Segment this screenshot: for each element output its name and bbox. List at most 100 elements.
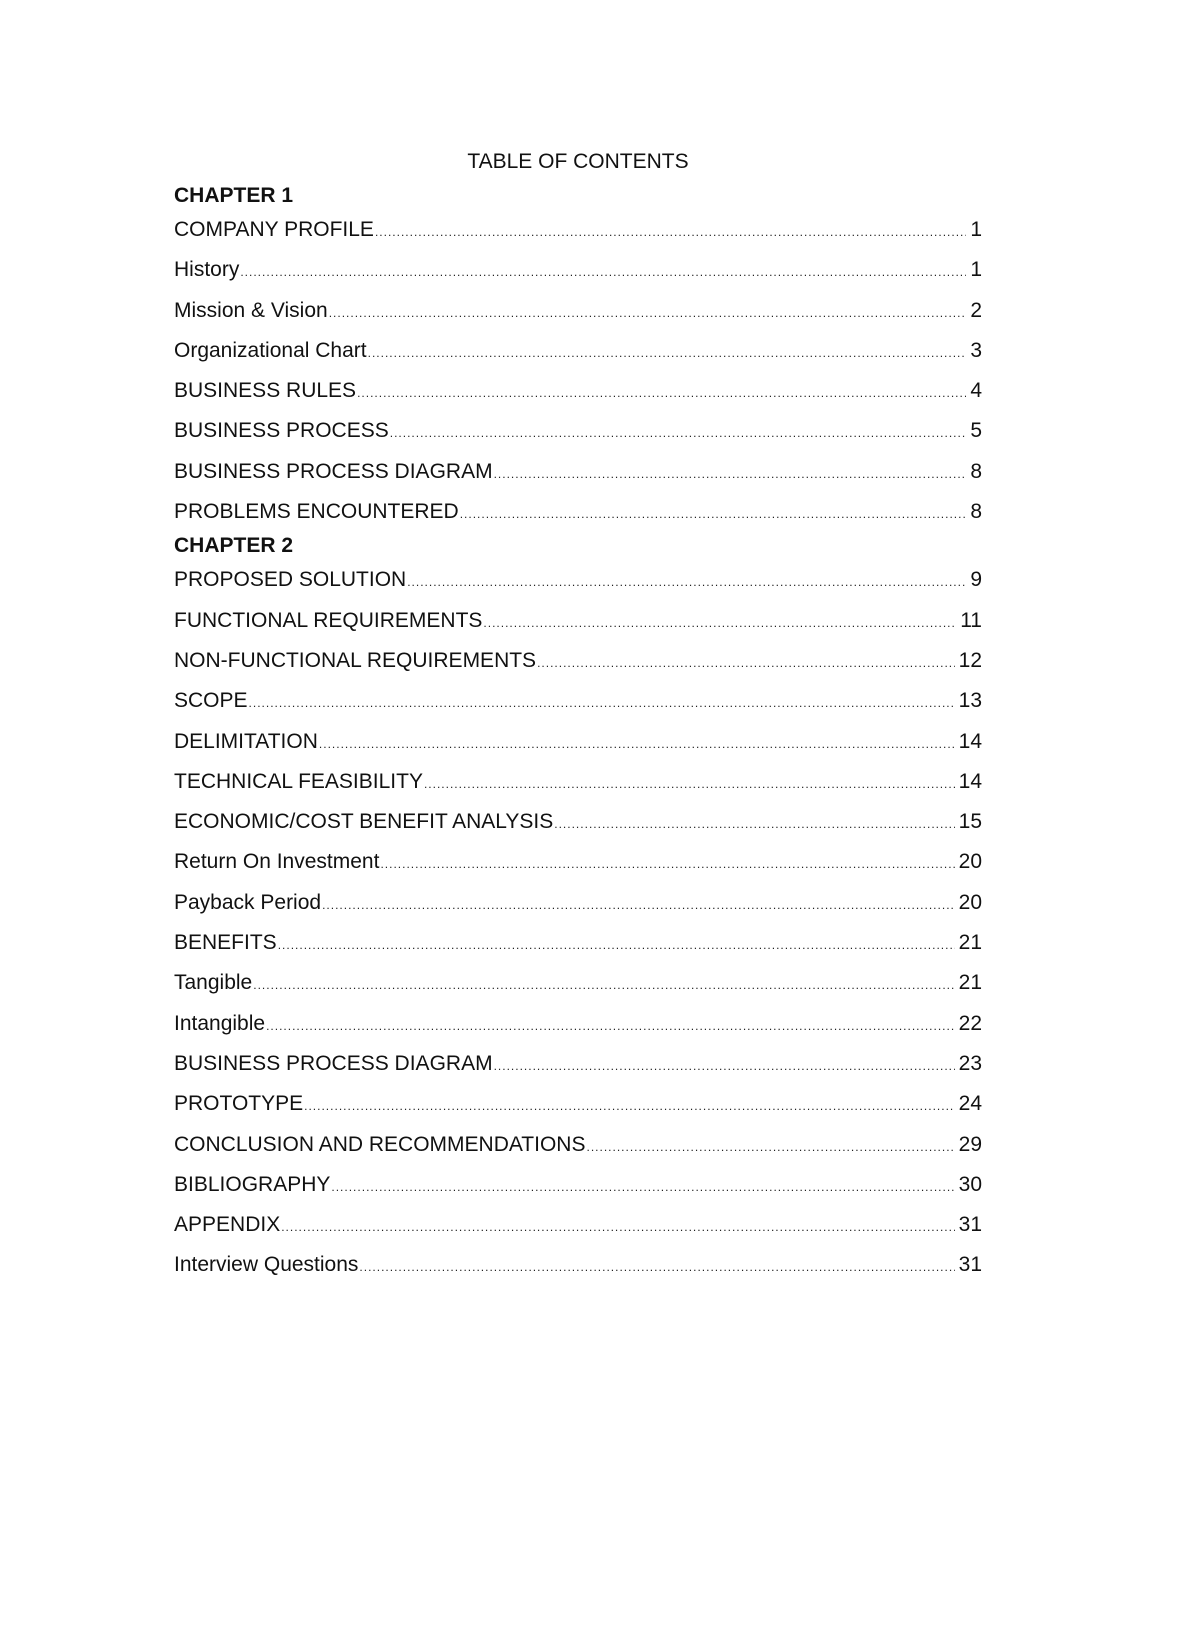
chapter-heading: CHAPTER 1 bbox=[174, 184, 294, 207]
toc-entry-label: BENEFITS bbox=[174, 931, 277, 955]
dot-leader bbox=[319, 724, 955, 764]
toc-entry[interactable]: Return On Investment 20 bbox=[174, 842, 982, 882]
toc-entry[interactable]: BUSINESS PROCESS DIAGRAM 8 bbox=[174, 452, 982, 492]
dot-leader bbox=[407, 562, 966, 602]
dot-leader bbox=[278, 925, 955, 965]
page-title: TABLE OF CONTENTS bbox=[467, 150, 689, 173]
toc-entry-page: 14 bbox=[958, 729, 982, 753]
dot-leader bbox=[304, 1086, 955, 1126]
toc-entry-page: 22 bbox=[958, 1011, 982, 1035]
toc-entry-page: 12 bbox=[958, 648, 982, 672]
toc-entry-label: ECONOMIC/COST BENEFIT ANALYSIS bbox=[174, 810, 554, 834]
toc-list: CHAPTER 1 COMPANY PROFILE 1 History 1 Mission… bbox=[174, 182, 982, 1286]
toc-entry[interactable]: BUSINESS PROCESS DIAGRAM 23 bbox=[174, 1044, 982, 1084]
toc-entry-page: 20 bbox=[958, 890, 982, 914]
dot-leader bbox=[359, 1247, 954, 1287]
toc-entry-page: 4 bbox=[970, 379, 982, 403]
dot-leader bbox=[483, 603, 956, 643]
toc-entry[interactable]: COMPANY PROFILE 1 bbox=[174, 210, 982, 250]
toc-entry-page: 5 bbox=[970, 419, 982, 443]
toc-entry-page: 21 bbox=[958, 971, 982, 995]
toc-entry[interactable]: NON-FUNCTIONAL REQUIREMENTS 12 bbox=[174, 641, 982, 681]
toc-entry-page: 24 bbox=[958, 1092, 982, 1116]
dot-leader bbox=[240, 252, 966, 292]
chapter-heading: CHAPTER 2 bbox=[174, 534, 294, 558]
toc-entry-label: PROBLEMS ENCOUNTERED bbox=[174, 500, 459, 524]
toc-entry[interactable]: PROBLEMS ENCOUNTERED 8 bbox=[174, 492, 982, 532]
toc-entry-label: NON-FUNCTIONAL REQUIREMENTS bbox=[174, 648, 537, 672]
dot-leader bbox=[331, 1167, 954, 1207]
dot-leader bbox=[357, 373, 966, 413]
toc-entry-label: Return On Investment bbox=[174, 850, 380, 874]
toc-entry-page: 15 bbox=[958, 810, 982, 834]
toc-entry-label: Mission & Vision bbox=[174, 298, 328, 322]
toc-entry-label: DELIMITATION bbox=[174, 729, 318, 753]
dot-leader bbox=[494, 1046, 955, 1086]
toc-entry-page: 9 bbox=[970, 568, 982, 592]
dot-leader bbox=[375, 212, 966, 252]
toc-entry[interactable]: PROPOSED SOLUTION 9 bbox=[174, 560, 982, 600]
dot-leader bbox=[368, 333, 967, 373]
toc-entry-label: Interview Questions bbox=[174, 1253, 359, 1277]
dot-leader bbox=[266, 1006, 955, 1046]
toc-entry-label: Tangible bbox=[174, 971, 253, 995]
dot-leader bbox=[424, 764, 955, 804]
toc-entry-page: 1 bbox=[970, 258, 982, 282]
toc-entry-page: 8 bbox=[970, 459, 982, 483]
dot-leader bbox=[554, 804, 954, 844]
toc-entry-label: TECHNICAL FEASIBILITY bbox=[174, 769, 423, 793]
toc-entry-page: 30 bbox=[958, 1172, 982, 1196]
toc-entry[interactable]: BENEFITS 21 bbox=[174, 923, 982, 963]
dot-leader bbox=[322, 885, 955, 925]
toc-entry[interactable]: FUNCTIONAL REQUIREMENTS 11 bbox=[174, 601, 982, 641]
toc-entry[interactable]: BUSINESS PROCESS 5 bbox=[174, 411, 982, 451]
dot-leader bbox=[537, 643, 955, 683]
toc-entry-label: BUSINESS PROCESS DIAGRAM bbox=[174, 459, 493, 483]
toc-entry[interactable]: Interview Questions 31 bbox=[174, 1245, 982, 1285]
toc-entry-label: Organizational Chart bbox=[174, 338, 367, 362]
dot-leader bbox=[380, 844, 954, 884]
toc-entry-page: 21 bbox=[958, 931, 982, 955]
dot-leader bbox=[586, 1127, 954, 1167]
dot-leader bbox=[494, 454, 967, 494]
toc-entry[interactable]: PROTOTYPE 24 bbox=[174, 1084, 982, 1124]
toc-entry-page: 31 bbox=[958, 1213, 982, 1237]
toc-entry-page: 23 bbox=[958, 1051, 982, 1075]
toc-entry-label: PROPOSED SOLUTION bbox=[174, 568, 407, 592]
toc-entry[interactable]: BUSINESS RULES 4 bbox=[174, 371, 982, 411]
dot-leader bbox=[460, 494, 967, 534]
toc-entry[interactable]: TECHNICAL FEASIBILITY 14 bbox=[174, 762, 982, 802]
dot-leader bbox=[390, 413, 967, 453]
dot-leader bbox=[281, 1207, 954, 1247]
dot-leader bbox=[253, 965, 954, 1005]
toc-entry[interactable]: Payback Period 20 bbox=[174, 883, 982, 923]
toc-entry-label: BIBLIOGRAPHY bbox=[174, 1172, 331, 1196]
toc-entry[interactable]: Mission & Vision 2 bbox=[174, 291, 982, 331]
toc-entry-page: 20 bbox=[958, 850, 982, 874]
toc-entry[interactable]: Tangible 21 bbox=[174, 963, 982, 1003]
toc-entry-page: 2 bbox=[970, 298, 982, 322]
toc-entry-page: 31 bbox=[958, 1253, 982, 1277]
toc-entry[interactable]: DELIMITATION 14 bbox=[174, 722, 982, 762]
toc-entry[interactable]: CONCLUSION AND RECOMMENDATIONS 29 bbox=[174, 1125, 982, 1165]
toc-entry-page: 14 bbox=[958, 769, 982, 793]
toc-entry-page: 8 bbox=[970, 500, 982, 524]
toc-entry[interactable]: Intangible 22 bbox=[174, 1004, 982, 1044]
toc-entry-label: BUSINESS PROCESS bbox=[174, 419, 389, 443]
toc-entry-label: Payback Period bbox=[174, 890, 322, 914]
toc-entry-page: 3 bbox=[970, 338, 982, 362]
toc-entry-label: FUNCTIONAL REQUIREMENTS bbox=[174, 608, 483, 632]
toc-entry-label: CONCLUSION AND RECOMMENDATIONS bbox=[174, 1132, 586, 1156]
toc-entry[interactable]: Organizational Chart 3 bbox=[174, 331, 982, 371]
toc-entry[interactable]: ECONOMIC/COST BENEFIT ANALYSIS 15 bbox=[174, 802, 982, 842]
toc-entry[interactable]: BIBLIOGRAPHY 30 bbox=[174, 1165, 982, 1205]
toc-entry[interactable]: APPENDIX 31 bbox=[174, 1205, 982, 1245]
toc-entry-label: BUSINESS RULES bbox=[174, 379, 357, 403]
dot-leader bbox=[249, 683, 955, 723]
toc-entry[interactable]: History 1 bbox=[174, 250, 982, 290]
toc-entry-page: 13 bbox=[958, 689, 982, 713]
toc-entry-label: APPENDIX bbox=[174, 1213, 281, 1237]
toc-entry[interactable]: SCOPE 13 bbox=[174, 681, 982, 721]
toc-entry-page: 1 bbox=[970, 218, 982, 241]
toc-entry-label: COMPANY PROFILE bbox=[174, 218, 374, 241]
